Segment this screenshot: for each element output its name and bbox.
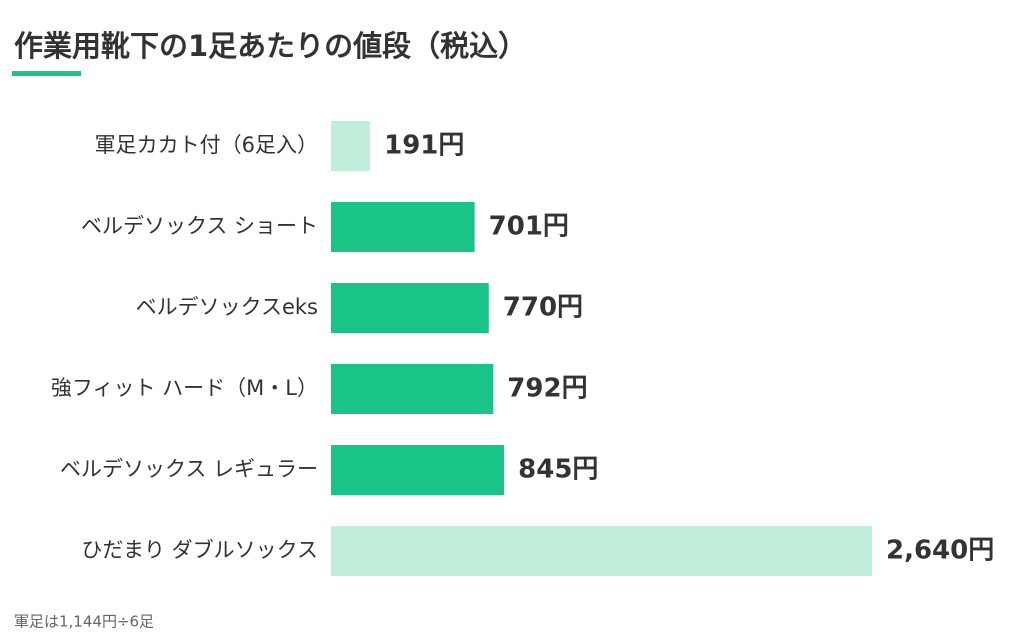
category-label: ベルデソックス レギュラー [60,457,318,481]
category-label: 強フィット ハード（M・L） [51,376,318,400]
chart-title: 作業用靴下の1足あたりの値段（税込） [14,29,527,63]
category-label: ひだまり ダブルソックス [81,538,318,562]
value-label: 2,640円 [886,536,994,566]
title-underline [12,71,81,76]
bar [331,526,872,576]
category-label: ベルデソックス ショート [81,214,318,238]
value-label: 701円 [489,212,569,242]
footnote: 軍足は1,144円÷6足 [14,613,154,631]
bar [331,364,494,414]
value-label: 191円 [384,131,464,161]
value-label: 770円 [503,293,583,323]
category-label: ベルデソックスeks [136,295,318,319]
value-label: 792円 [507,374,587,404]
bar [331,121,371,171]
bar [331,283,489,333]
category-label: 軍足カカト付（6足入） [95,133,318,157]
bar [331,445,505,495]
value-label: 845円 [518,455,598,485]
bar [331,202,475,252]
